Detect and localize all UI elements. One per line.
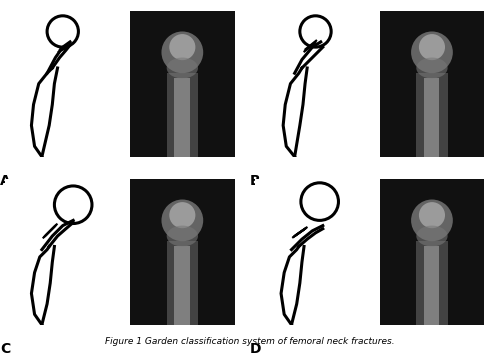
Ellipse shape (411, 199, 453, 241)
Ellipse shape (411, 31, 453, 73)
Text: Figure 1 Garden classification system of femoral neck fractures.: Figure 1 Garden classification system of… (105, 337, 395, 346)
Bar (166, 241, 198, 325)
Bar (424, 246, 440, 325)
Ellipse shape (162, 31, 203, 73)
Ellipse shape (416, 226, 448, 246)
Bar (174, 78, 190, 157)
Bar (166, 73, 198, 157)
Text: D: D (250, 342, 261, 353)
Bar (424, 78, 440, 157)
Ellipse shape (416, 58, 448, 78)
Text: C: C (0, 342, 10, 353)
Bar (416, 73, 448, 157)
Ellipse shape (170, 34, 196, 60)
Ellipse shape (419, 34, 445, 60)
Bar (174, 246, 190, 325)
Text: A: A (0, 174, 11, 188)
Ellipse shape (162, 199, 203, 241)
Ellipse shape (170, 202, 196, 228)
Bar (416, 241, 448, 325)
Text: B: B (250, 174, 260, 188)
Ellipse shape (166, 58, 198, 78)
Ellipse shape (166, 226, 198, 246)
Ellipse shape (419, 202, 445, 228)
